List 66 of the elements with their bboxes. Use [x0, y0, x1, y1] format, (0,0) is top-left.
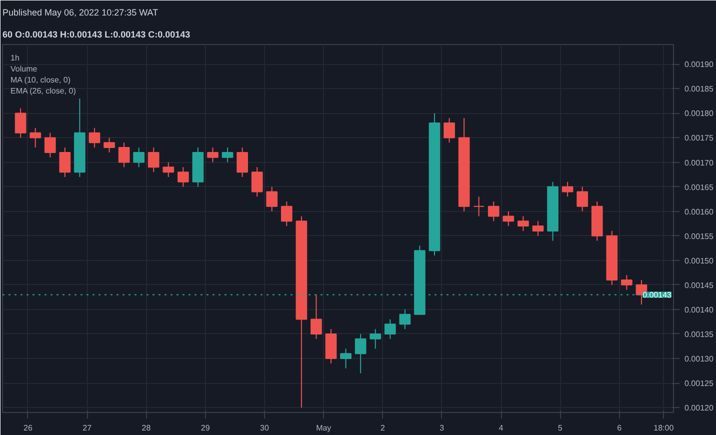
- ref-line-label: 0.00143: [642, 290, 672, 300]
- y-tick-label: 0.00190: [684, 60, 714, 70]
- y-tick-label: 0.00145: [684, 280, 714, 290]
- candlestick: [133, 147, 145, 168]
- x-tick-label: 28: [142, 424, 152, 432]
- annotation: EMA (26, close, 0): [10, 86, 76, 96]
- candlestick: [444, 118, 455, 144]
- candlestick: [518, 216, 529, 232]
- chart-subtitle: 60 O:0.00143 H:0.00143 L:0.00143 C:0.00143: [2, 30, 190, 40]
- y-tick-label: 0.00125: [684, 379, 714, 388]
- candlestick: [30, 127, 42, 148]
- y-tick-label: 0.00120: [684, 404, 714, 413]
- candlestick: [280, 201, 292, 227]
- candlestick: [222, 147, 234, 163]
- candlestick: [236, 147, 248, 178]
- candlestick: [340, 348, 352, 369]
- x-tick-label: 5: [558, 424, 563, 432]
- candlestick: [576, 186, 588, 212]
- y-tick-label: 0.00130: [684, 354, 714, 364]
- candlestick: [473, 196, 485, 217]
- candlestick: [310, 294, 322, 340]
- annotation: Volume: [10, 64, 38, 74]
- candlestick: [59, 147, 71, 178]
- x-tick-label: 30: [260, 424, 270, 432]
- y-tick-label: 0.00135: [684, 330, 714, 339]
- x-tick-label: 3: [440, 424, 445, 432]
- y-tick-label: 0.00160: [684, 207, 714, 216]
- candlestick: [207, 147, 218, 163]
- candlestick: [104, 137, 115, 153]
- candlestick: [399, 308, 411, 330]
- y-tick-label: 0.00165: [684, 182, 714, 192]
- candlestick: [14, 108, 26, 138]
- candlestick: [44, 132, 56, 158]
- candlestick: [384, 318, 396, 340]
- x-tick-label: 2: [380, 424, 386, 432]
- candlestick: [532, 220, 544, 236]
- candlestick: [502, 210, 514, 227]
- x-tick-label: 6: [617, 424, 622, 432]
- x-tick-label: May: [316, 424, 332, 432]
- x-tick-label: 18:00: [654, 424, 674, 432]
- x-tick-label: 26: [24, 424, 33, 432]
- candlestick: [162, 162, 174, 178]
- annotation: MA (10, close, 0): [10, 76, 71, 84]
- y-tick-label: 0.00140: [684, 305, 714, 314]
- x-tick-label: 29: [200, 424, 210, 432]
- candlestick: [354, 333, 366, 374]
- y-tick-label: 0.00150: [684, 256, 714, 266]
- y-tick-label: 0.00170: [684, 158, 714, 168]
- y-tick-label: 0.00180: [684, 109, 714, 118]
- annotation: 1h: [10, 54, 20, 62]
- candlestick: [251, 166, 263, 198]
- candlestick: [562, 181, 574, 198]
- candlestick: [488, 201, 500, 222]
- x-tick-label: 27: [82, 424, 92, 432]
- candlestick: [621, 274, 632, 290]
- y-tick-label: 0.00155: [684, 232, 714, 241]
- candlestick: [370, 328, 382, 350]
- candlestick: [148, 147, 160, 173]
- candlestick: [88, 127, 100, 148]
- candlestick: [118, 142, 130, 168]
- candlestick: [178, 166, 189, 188]
- chart-title: Published May 06, 2022 10:27:35 WAT: [2, 8, 159, 18]
- candlestick: [266, 186, 278, 212]
- x-tick-label: 4: [498, 424, 504, 432]
- y-tick-label: 0.00185: [684, 84, 714, 94]
- y-tick-label: 0.00175: [684, 134, 714, 143]
